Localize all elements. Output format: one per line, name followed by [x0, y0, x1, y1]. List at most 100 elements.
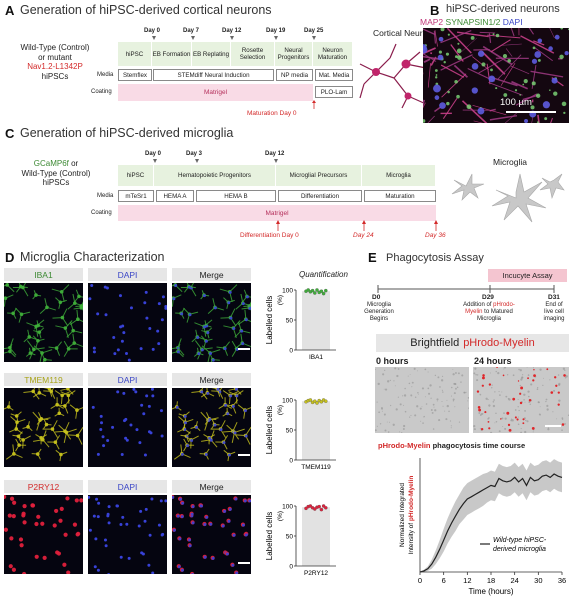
d29-label: D29 [482, 294, 494, 301]
nucleus [91, 405, 95, 409]
bf-cell [460, 381, 462, 383]
nucleus [144, 507, 148, 511]
phrodo-signal [532, 379, 535, 382]
bf-cell [383, 413, 386, 416]
phrodo-signal [502, 374, 505, 377]
bf-cell [504, 427, 507, 430]
nucleus [141, 552, 145, 556]
bf-cell [441, 375, 444, 377]
nucleus [542, 101, 550, 109]
nucleus [439, 102, 446, 109]
bf-cell [450, 427, 452, 429]
neurite [510, 28, 515, 37]
nucleus [119, 555, 123, 559]
bf-cell [384, 369, 386, 372]
phrodo-signal [496, 367, 498, 369]
bf-cell [445, 418, 448, 421]
hipscs-c-label: hiPSCs [42, 178, 70, 187]
neurite [520, 35, 555, 54]
phrodo-signal [563, 374, 566, 377]
bf-cell [432, 403, 435, 406]
bf-cell [532, 431, 534, 433]
bf-cell [461, 374, 464, 377]
bf-cell [458, 421, 461, 423]
bf-cell [377, 382, 380, 386]
nucleus [140, 403, 144, 407]
bf-cell [523, 393, 526, 396]
bf-cell [457, 372, 460, 375]
nucleus [241, 342, 245, 346]
bf-cell [452, 369, 454, 370]
bf-cell [446, 404, 449, 408]
bf-cell [495, 412, 497, 415]
d0-desc-line: Generation [364, 309, 394, 315]
neurite [500, 43, 522, 46]
reporter-name: GCaMP6f [33, 159, 69, 168]
nucleus [477, 107, 485, 115]
nucleus [125, 438, 129, 442]
day-label: Day 19 [266, 28, 286, 34]
synapse-dot [492, 33, 495, 36]
bf-cell [433, 406, 435, 408]
cell-body [4, 495, 7, 499]
nucleus [181, 501, 185, 505]
nucleus [188, 544, 192, 548]
bf-cell [561, 417, 564, 419]
bf-cell [409, 416, 411, 418]
nucleus [234, 388, 238, 391]
stain-dapi: DAPI [502, 17, 523, 27]
bf-cell [408, 382, 411, 385]
nucleus [200, 348, 204, 352]
nucleus [161, 295, 165, 299]
cell-body [39, 436, 43, 440]
scale-bar [238, 348, 250, 350]
synapse-dot [481, 62, 486, 67]
d31-desc-line: live cell [544, 309, 564, 315]
coating-matrigel-c: Matrigel [118, 205, 436, 221]
nucleus [232, 327, 236, 331]
cell-body [79, 498, 83, 503]
bf-cell [517, 423, 520, 426]
nucleus [149, 431, 153, 435]
cell-body [62, 562, 67, 567]
nucleus [148, 533, 152, 537]
nucleus [227, 453, 231, 457]
bf-cell [539, 406, 541, 408]
quant-ytick-label: 0 [289, 564, 293, 571]
nucleus [190, 438, 194, 442]
quant-ytick-label: 50 [286, 428, 294, 435]
bf-cell [422, 422, 424, 424]
nucleus [116, 390, 120, 394]
bf-cell [514, 409, 517, 411]
bf-cell [402, 427, 405, 430]
cell-body [34, 521, 39, 527]
media-differentiation: Differentiation [278, 190, 362, 202]
cell-body [34, 324, 38, 329]
bf-cell [526, 367, 528, 368]
bf-cell [538, 413, 541, 416]
nucleus [151, 571, 155, 574]
day24-label: Day 24 [353, 232, 374, 239]
phrodo-signal [522, 422, 525, 425]
quant-ytick-label: 100 [282, 398, 293, 405]
nucleus [178, 537, 182, 541]
sd-band [420, 459, 562, 572]
nucleus [92, 514, 96, 518]
nucleus [186, 444, 190, 448]
cell-body [17, 443, 21, 447]
bf-cell [542, 384, 544, 387]
bf-cell [420, 420, 422, 422]
bf-cell [511, 418, 513, 420]
bf-cell [397, 368, 400, 370]
nucleus [102, 444, 106, 448]
phrodo-signal [516, 418, 519, 421]
cell-body [31, 389, 36, 394]
synapse-dot [470, 36, 475, 40]
quant-category-label: P2RY12 [304, 570, 328, 577]
cell-body [54, 508, 59, 514]
nucleus [488, 75, 496, 83]
cell-body [11, 514, 16, 519]
bf-cell [416, 405, 419, 408]
bf-cell [436, 400, 438, 402]
dapi-header: DAPI [88, 373, 167, 386]
